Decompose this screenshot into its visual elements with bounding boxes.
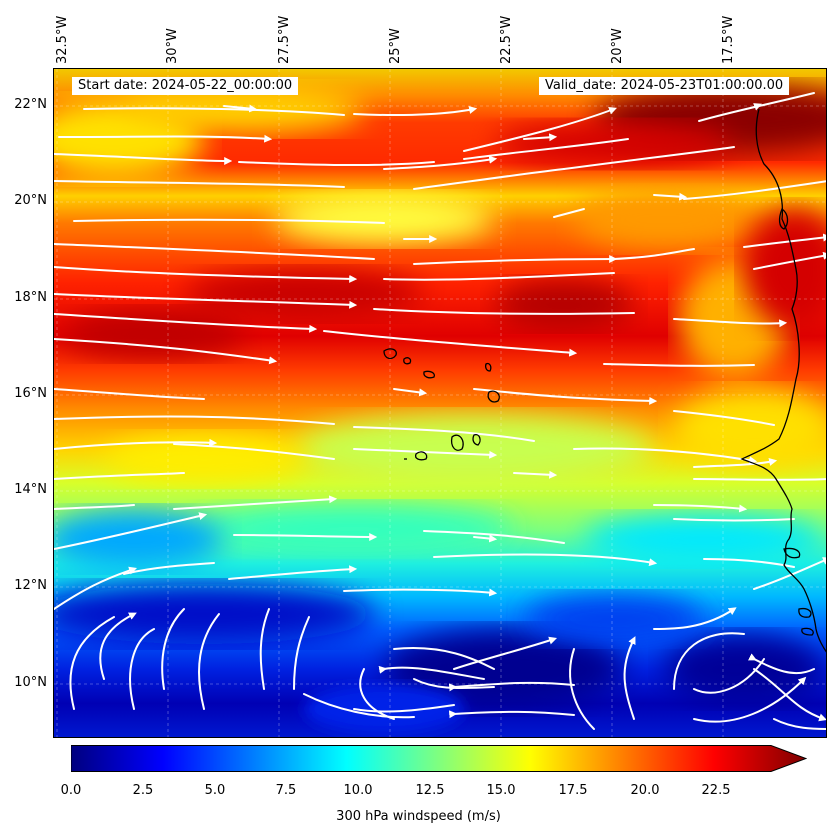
colorbar (71, 745, 807, 772)
lon-label: 20°W (610, 28, 625, 64)
colorbar-tick: 12.5 (415, 783, 445, 798)
lat-label: 14°N (14, 482, 47, 497)
lon-label: 25°W (388, 28, 403, 64)
lat-label: 18°N (14, 290, 47, 305)
colorbar-tick: 10.0 (343, 783, 373, 798)
lon-label: 30°W (165, 28, 180, 64)
lat-label: 22°N (14, 97, 47, 112)
lon-label: 27.5°W (277, 15, 292, 64)
lat-label: 12°N (14, 578, 47, 593)
coastline (383, 108, 826, 653)
colorbar-tick: 22.5 (701, 783, 731, 798)
colorbar-tick: 15.0 (486, 783, 516, 798)
wind-streamlines (54, 92, 826, 730)
lon-label: 17.5°W (721, 15, 736, 64)
lat-label: 10°N (14, 675, 47, 690)
map-overlay (54, 69, 826, 737)
lon-label: 22.5°W (499, 15, 514, 64)
start-date-label: Start date: 2024-05-22_00:00:00 (72, 77, 299, 95)
colorbar-gradient (71, 745, 807, 772)
valid-date-label: Valid_date: 2024-05-23T01:00:00.00 (539, 77, 790, 95)
wind-speed-map (53, 68, 827, 738)
lat-label: 16°N (14, 386, 47, 401)
colorbar-tick: 7.5 (275, 783, 297, 798)
colorbar-tick: 20.0 (630, 783, 660, 798)
lon-label: 32.5°W (55, 15, 70, 64)
colorbar-tick: 2.5 (132, 783, 154, 798)
lat-label: 20°N (14, 193, 47, 208)
colorbar-label: 300 hPa windspeed (m/s) (336, 809, 501, 824)
colorbar-tick: 0.0 (60, 783, 82, 798)
colorbar-tick: 5.0 (204, 783, 226, 798)
colorbar-tick: 17.5 (558, 783, 588, 798)
